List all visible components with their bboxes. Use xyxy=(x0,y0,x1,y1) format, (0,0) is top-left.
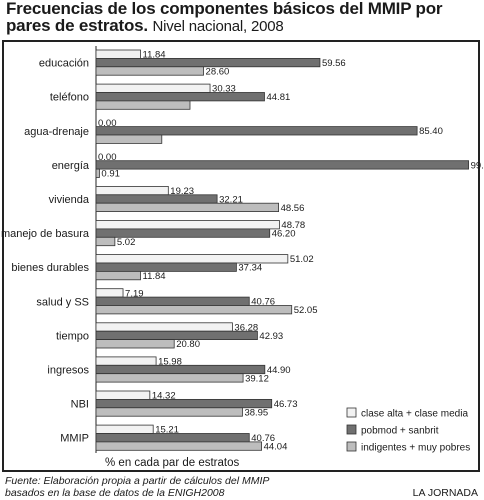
bar-2 xyxy=(95,92,265,102)
chart-title-main: Frecuencias de los componentes básicos d… xyxy=(6,0,443,35)
data-label: 19.23 xyxy=(170,186,194,197)
data-label: 37.34 xyxy=(238,263,262,274)
bar-3 xyxy=(95,305,293,315)
bar-2 xyxy=(95,262,237,272)
data-label: 0.91 xyxy=(101,169,120,180)
bar-3 xyxy=(95,407,243,417)
bar-2 xyxy=(95,228,271,238)
bar-2 xyxy=(95,296,250,306)
bar-3 xyxy=(95,100,191,110)
bar-1 xyxy=(95,185,169,196)
data-label: 28.60 xyxy=(206,66,230,77)
bar-1 xyxy=(95,424,154,434)
bar-1 xyxy=(95,288,124,298)
legend-label: clase alta + clase media xyxy=(361,409,468,420)
data-label: 39.12 xyxy=(245,373,269,384)
bar-1 xyxy=(95,83,211,93)
data-label: 46.73 xyxy=(274,399,298,410)
data-label: 48.56 xyxy=(281,203,305,214)
bar-3 xyxy=(95,202,279,212)
bar-3 xyxy=(95,373,244,383)
data-label: 59.56 xyxy=(322,58,346,69)
category-label: vivienda xyxy=(49,194,90,206)
bar-2 xyxy=(95,126,418,136)
category-label: NBI xyxy=(71,399,89,411)
bar-3 xyxy=(95,270,141,281)
data-label: 11.84 xyxy=(143,50,166,61)
category-label: ingresos xyxy=(47,365,89,377)
category-label: energía xyxy=(52,160,90,172)
legend-swatch xyxy=(346,424,357,435)
bar-1 xyxy=(95,49,141,59)
bar-2 xyxy=(95,160,469,170)
bar-3 xyxy=(95,168,100,178)
bar-1 xyxy=(95,356,157,366)
data-label: 51.02 xyxy=(290,254,314,265)
data-label: 15.21 xyxy=(155,425,179,436)
data-label: 38.95 xyxy=(244,407,268,418)
bar-3 xyxy=(95,236,116,247)
bar-2 xyxy=(95,330,258,341)
data-label: 0.00 xyxy=(98,152,117,163)
bar-2 xyxy=(95,58,321,68)
chart-subtitle: Nivel nacional, 2008 xyxy=(152,18,284,35)
bar-2 xyxy=(95,194,218,204)
data-label: 5.02 xyxy=(117,237,136,248)
data-label: 85.40 xyxy=(419,126,443,137)
category-label: manejo de basura xyxy=(1,228,90,240)
chart-frame xyxy=(2,40,480,472)
data-label: 30.33 xyxy=(212,84,236,95)
data-label: 44.04 xyxy=(264,442,288,453)
data-label: 0.00 xyxy=(98,118,117,129)
legend-label: indigentes + muy pobres xyxy=(361,443,470,454)
data-label: 40.76 xyxy=(251,297,275,308)
category-label: educación xyxy=(39,58,89,70)
data-label: 36.28 xyxy=(234,322,258,333)
data-label: 40.76 xyxy=(251,433,275,444)
category-label: teléfono xyxy=(50,92,89,104)
data-label: 11.84 xyxy=(143,271,166,282)
data-label: 48.78 xyxy=(281,220,305,231)
category-label: agua-drenaje xyxy=(24,126,89,138)
source-line-2: basados en la base de datos de la ENIGH2… xyxy=(5,487,225,499)
source-line-1: Fuente: Elaboración propia a partir de c… xyxy=(5,475,270,487)
bar-1 xyxy=(95,322,233,332)
data-label: 99.09 xyxy=(471,160,484,171)
data-label: 32.21 xyxy=(219,194,243,205)
bar-1 xyxy=(95,390,151,400)
legend-swatch xyxy=(346,441,357,452)
data-label: 42.93 xyxy=(259,331,283,342)
chart-title: Frecuencias de los componentes básicos d… xyxy=(6,0,482,35)
source-note: Fuente: Elaboración propia a partir de c… xyxy=(5,475,269,499)
data-label: 46.20 xyxy=(272,229,296,240)
bar-3 xyxy=(95,66,204,76)
legend-label: pobmod + sanbrit xyxy=(361,426,439,437)
category-label: salud y SS xyxy=(36,296,89,308)
bar-2 xyxy=(95,433,250,443)
data-label: 15.98 xyxy=(158,357,182,368)
data-label: 44.81 xyxy=(266,92,290,103)
data-label: 44.90 xyxy=(267,365,291,376)
publisher-credit: LA JORNADA xyxy=(412,487,478,499)
bar-3 xyxy=(95,134,163,144)
legend-swatch xyxy=(346,407,357,418)
category-label: bienes durables xyxy=(11,262,89,274)
data-label: 52.05 xyxy=(294,305,318,316)
bar-3 xyxy=(95,339,175,349)
bar-2 xyxy=(95,364,266,375)
data-label: 20.80 xyxy=(176,339,200,350)
bar-3 xyxy=(95,441,262,451)
data-label: 14.32 xyxy=(152,391,176,402)
category-label: tiempo xyxy=(56,330,89,342)
x-axis-title: % en cada par de estratos xyxy=(105,457,239,469)
bar-1 xyxy=(95,220,280,230)
category-label: MMIP xyxy=(60,433,89,445)
data-label: 7.19 xyxy=(125,288,143,299)
